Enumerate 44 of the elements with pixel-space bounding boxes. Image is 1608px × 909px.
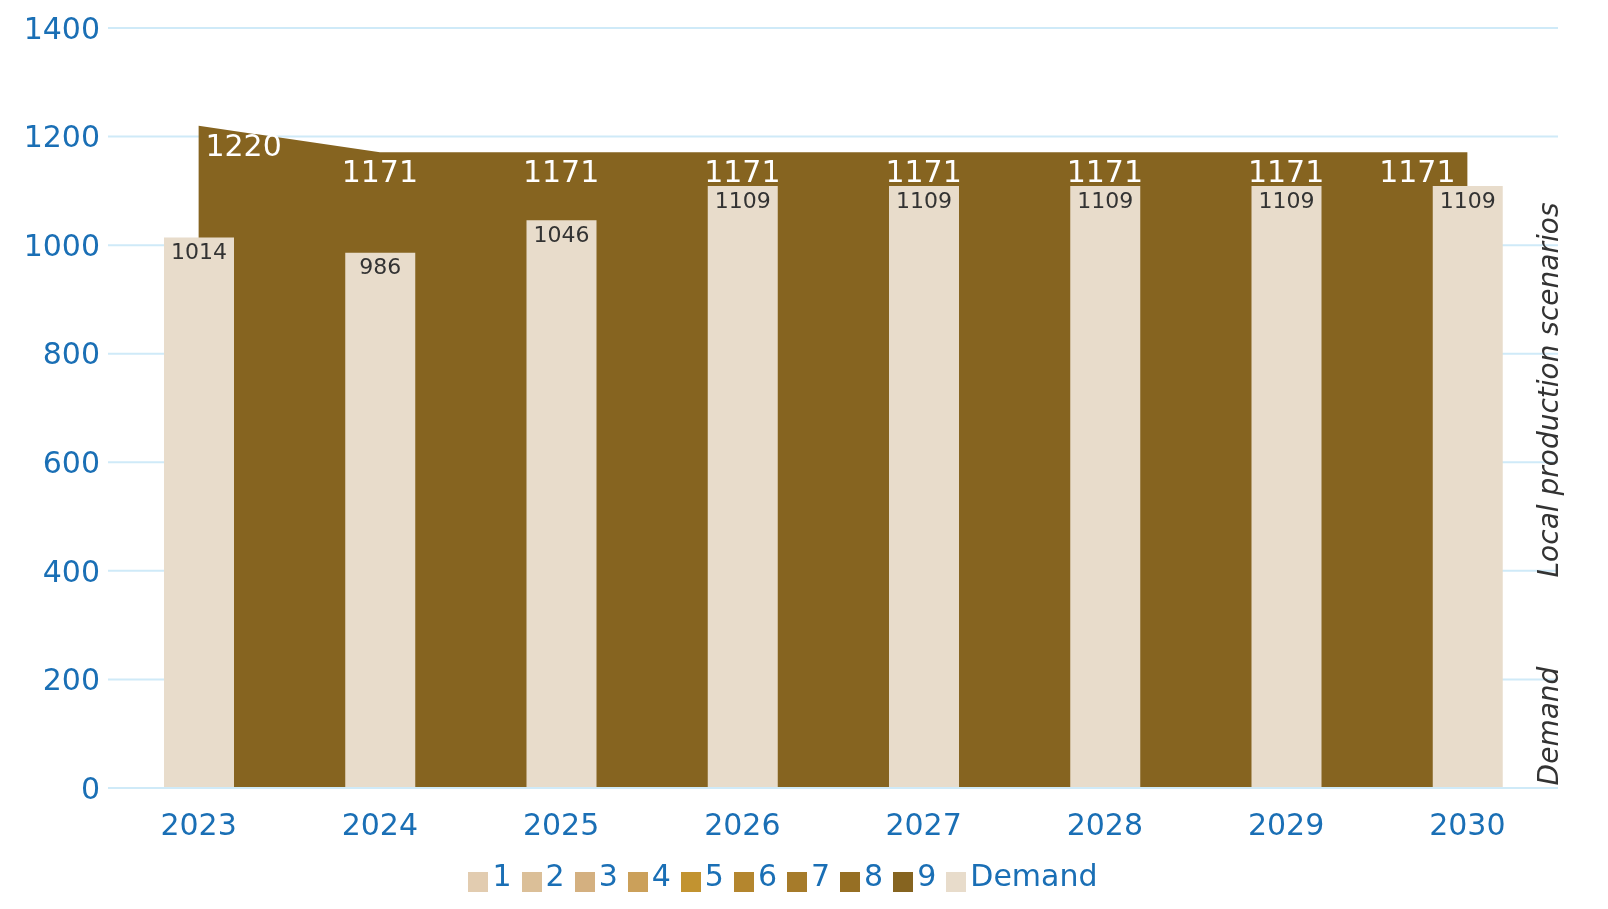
y-tick-label: 0	[80, 770, 100, 806]
data-label: 1171	[341, 154, 419, 190]
legend-label: 6	[757, 858, 778, 893]
legend-label: 5	[704, 858, 724, 893]
data-label: 1109	[896, 187, 952, 213]
legend-label: 8	[864, 858, 884, 893]
x-tick-label: 2023	[160, 807, 237, 843]
y-tick-label: 800	[42, 336, 100, 372]
data-label: 1171	[1066, 154, 1144, 190]
legend-label: 3	[598, 858, 618, 893]
legend-label: 2	[545, 858, 565, 893]
legend-label: 7	[811, 858, 831, 893]
y-tick-label: 1000	[23, 227, 100, 263]
y-tick-label: 200	[42, 662, 100, 698]
data-label: 1109	[1258, 187, 1315, 213]
data-label: 1014	[171, 239, 227, 265]
x-tick-label: 2029	[1247, 807, 1325, 843]
y-tick-label: 400	[42, 553, 100, 589]
x-tick-label: 2028	[1066, 807, 1144, 843]
data-label: 1109	[714, 187, 771, 213]
legend-label: 1	[492, 858, 512, 893]
legend-label: Demand	[970, 858, 1098, 893]
legend-label: 9	[917, 858, 937, 893]
data-label: 1171	[1247, 154, 1325, 190]
data-label: 1109	[1439, 187, 1496, 213]
x-tick-label: 2026	[704, 807, 781, 843]
data-label: 1046	[533, 221, 590, 247]
data-label: 1171	[1379, 154, 1456, 190]
x-tick-label: 2030	[1429, 807, 1506, 843]
y-tick-label: 1400	[23, 10, 100, 46]
data-label: 1109	[1077, 187, 1134, 213]
y-tick-label: 600	[42, 444, 100, 480]
y-tick-label: 1200	[23, 119, 100, 155]
data-label: 1171	[704, 154, 781, 190]
annotation: Local production scenarios	[1531, 202, 1565, 578]
annotation: Demand	[1531, 666, 1565, 786]
data-label: 1171	[885, 154, 962, 190]
x-tick-label: 2027	[885, 807, 962, 843]
x-tick-label: 2024	[341, 807, 419, 843]
x-tick-label: 2025	[522, 807, 600, 843]
data-label: 986	[359, 254, 402, 280]
data-label: 1171	[522, 154, 600, 190]
data-label: 1220	[205, 127, 282, 163]
legend-label: 4	[651, 858, 671, 893]
